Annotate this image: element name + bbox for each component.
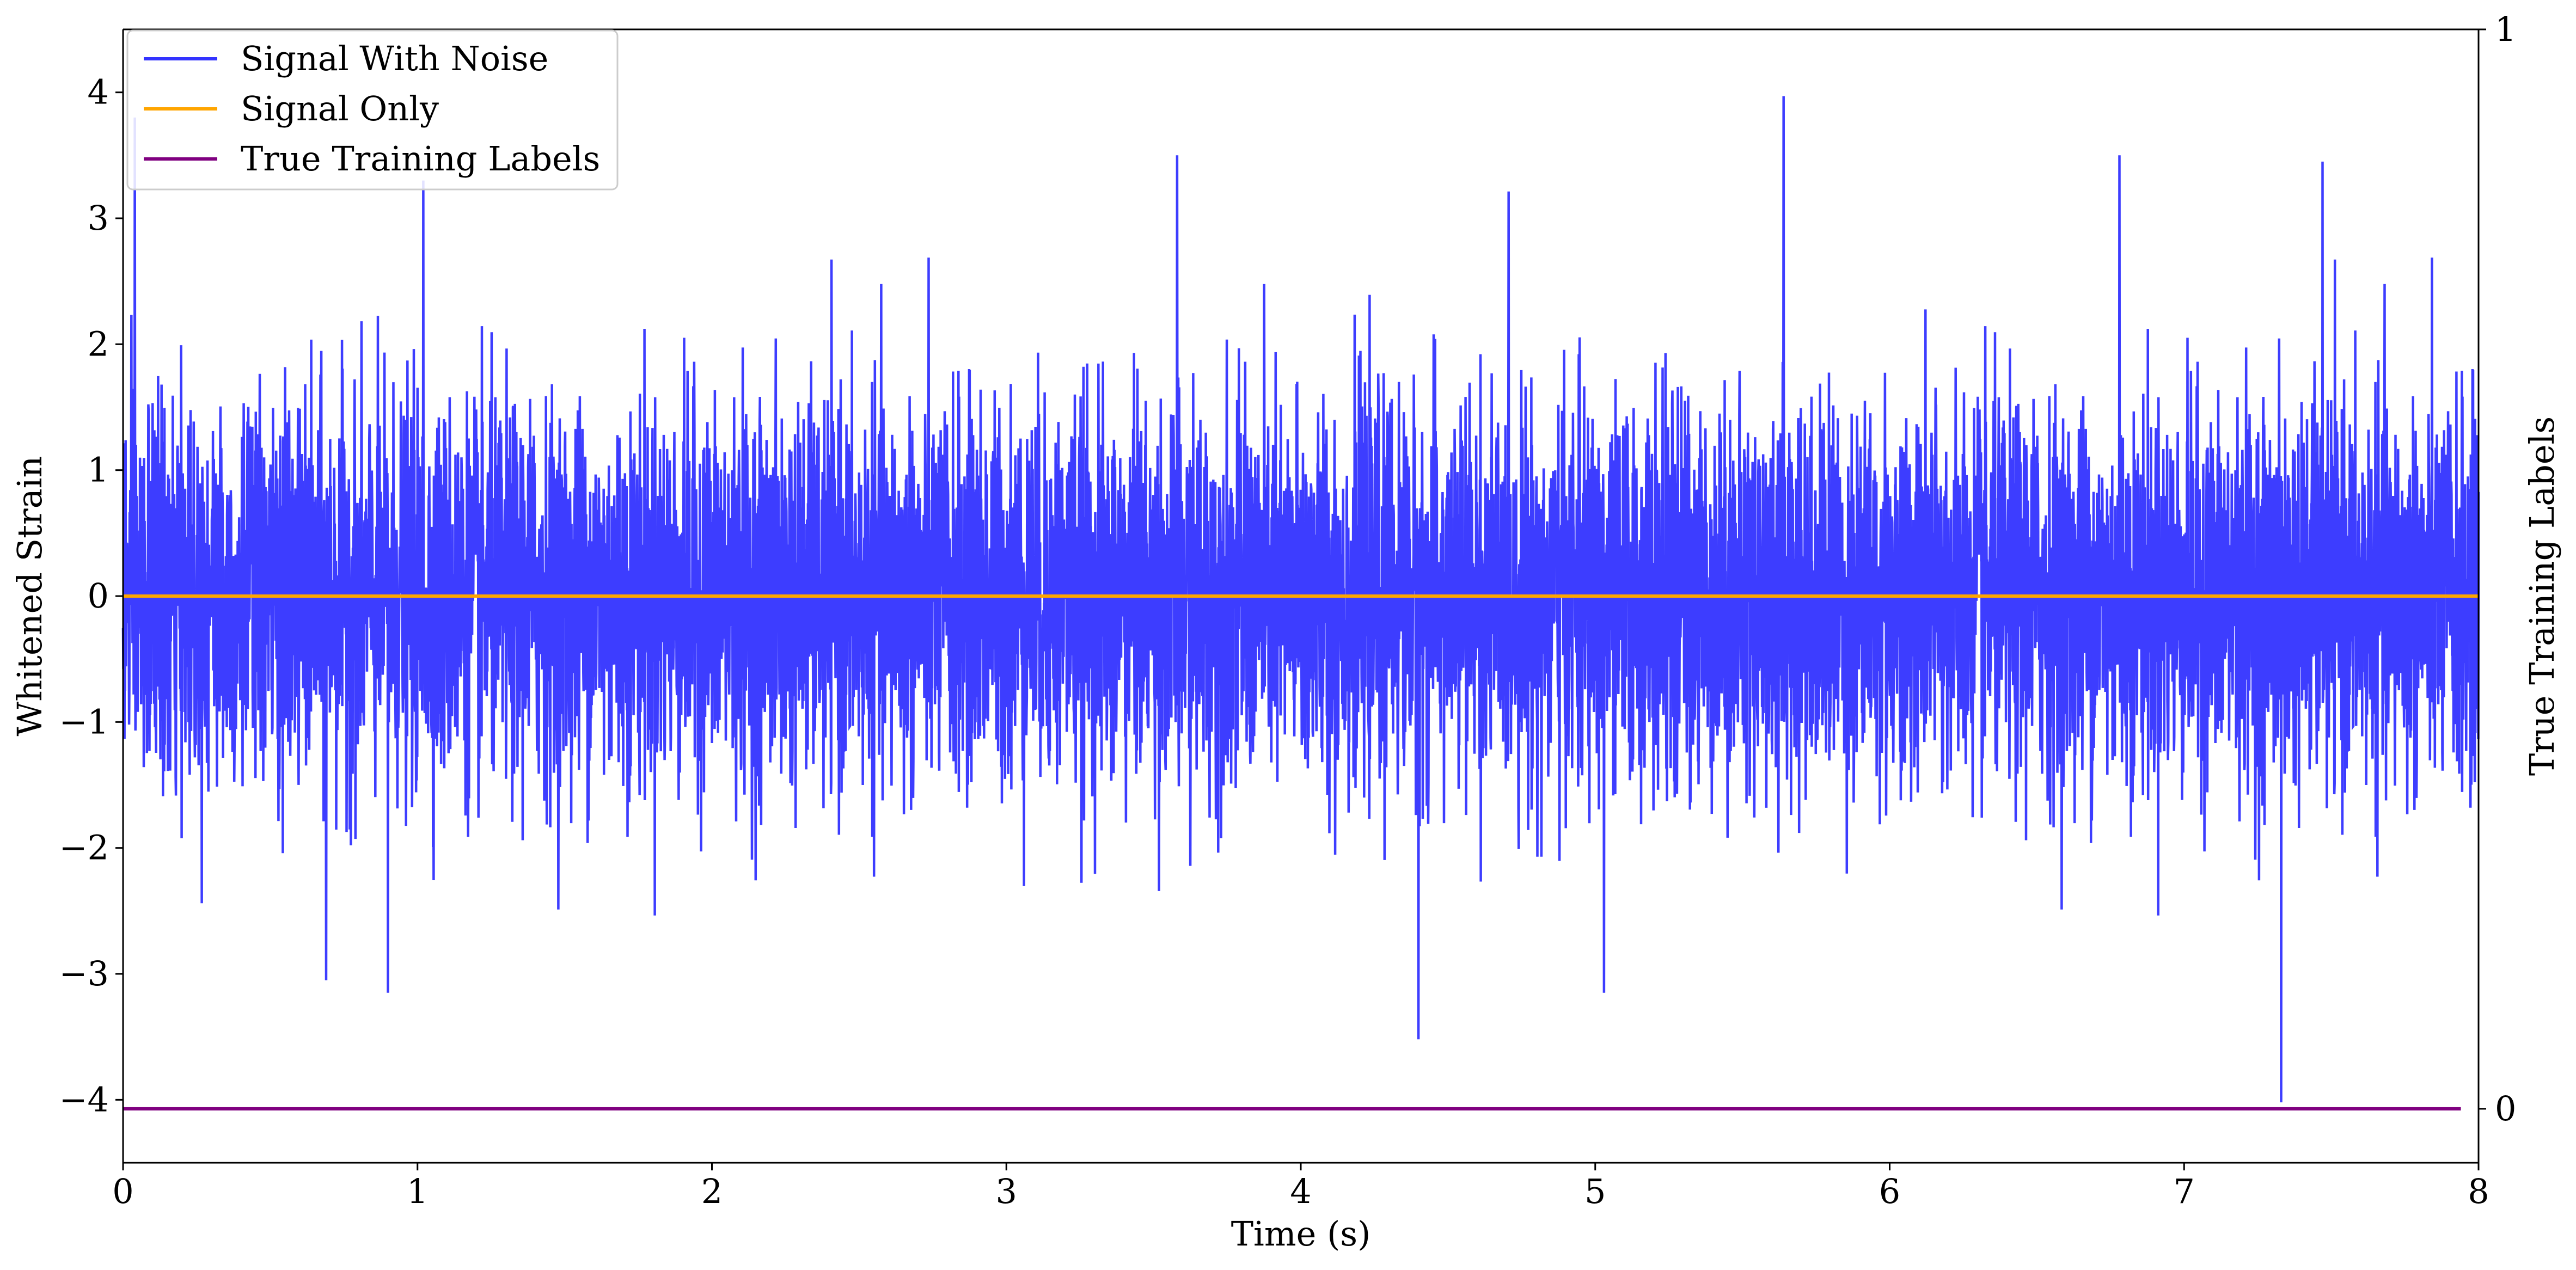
series-signal-with-noise (121, 96, 2480, 1103)
plot-area (121, 96, 2480, 1111)
y-axis-label: Whitened Strain (10, 456, 50, 737)
x-tick-label: 7 (2174, 1171, 2195, 1211)
x-tick-label: 2 (701, 1171, 723, 1211)
y-tick-label: −3 (59, 954, 109, 993)
x-tick-label: 6 (1879, 1171, 1900, 1211)
y2-tick-label: 0 (2495, 1089, 2516, 1128)
x-tick-label: 3 (996, 1171, 1017, 1211)
x-tick-label: 0 (112, 1171, 133, 1211)
y-tick-label: −4 (59, 1079, 109, 1119)
legend-box (126, 29, 619, 191)
y-tick-label: 3 (88, 198, 109, 238)
x-axis-label: Time (s) (1231, 1214, 1371, 1254)
x-axis-ticks: 0 1 2 3 4 5 6 7 8 (112, 1163, 2489, 1211)
y-axis-ticks: −4 −3 −2 −1 0 1 2 3 4 (59, 72, 123, 1119)
x-tick-label: 8 (2468, 1171, 2489, 1211)
y-tick-label: −1 (59, 702, 109, 741)
y2-tick-label: 1 (2495, 9, 2516, 49)
legend-label-true-training-labels: True Training Labels (241, 139, 600, 179)
x-tick-label: 5 (1584, 1171, 1606, 1211)
y2-axis-label: True Training Labels (2522, 416, 2562, 776)
y-tick-label: −2 (59, 828, 109, 868)
y-tick-label: 0 (88, 576, 109, 616)
legend: Signal With Noise Signal Only True Train… (126, 29, 619, 191)
y2-axis-ticks: 01 (2479, 9, 2516, 1128)
signal-with-noise-line (121, 96, 2480, 1103)
legend-label-signal-with-noise: Signal With Noise (241, 39, 548, 78)
y-tick-label: 2 (88, 324, 109, 364)
x-tick-label: 4 (1290, 1171, 1311, 1211)
x-tick-label: 1 (407, 1171, 428, 1211)
y-tick-label: 1 (88, 450, 109, 490)
legend-label-signal-only: Signal Only (241, 89, 439, 128)
y-tick-label: 4 (88, 72, 109, 112)
